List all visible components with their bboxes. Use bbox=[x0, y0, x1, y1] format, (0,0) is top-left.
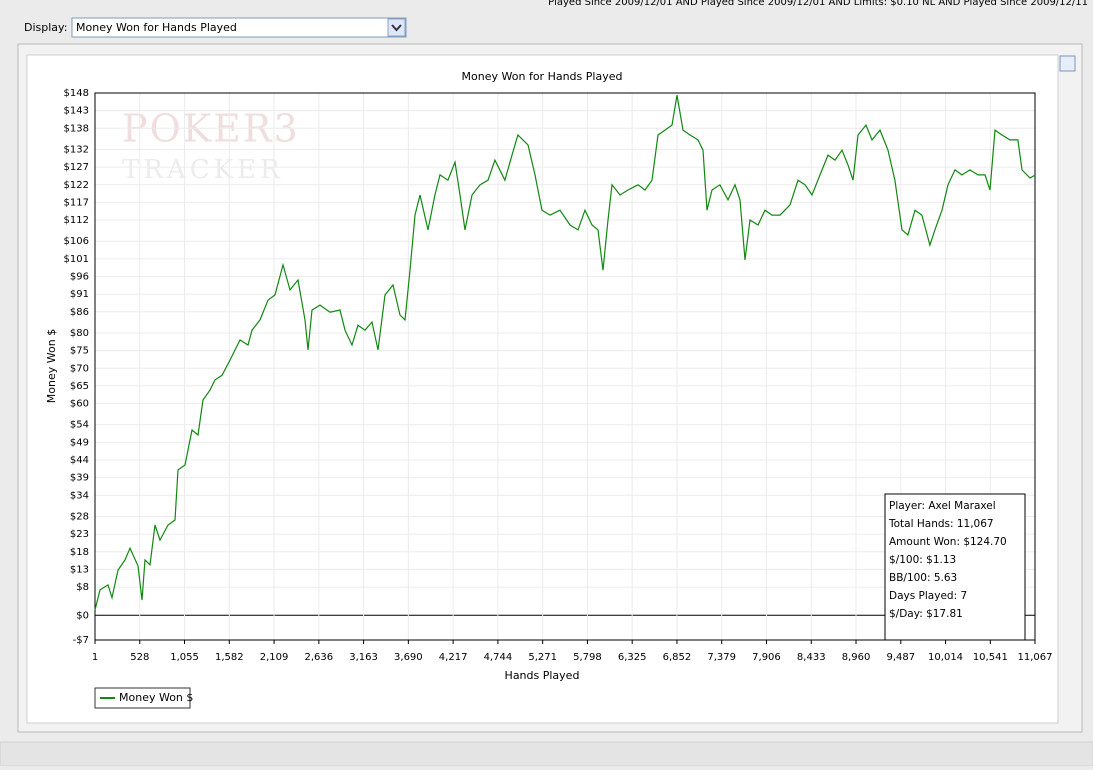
y-tick-label: $138 bbox=[64, 123, 89, 134]
y-tick-label: $49 bbox=[70, 437, 89, 448]
x-tick-label: 8,960 bbox=[842, 652, 871, 663]
x-tick-label: 528 bbox=[130, 652, 149, 663]
filter-text: Played Since 2009/12/01 AND Played Since… bbox=[548, 0, 1088, 8]
y-tick-label: $122 bbox=[64, 180, 89, 191]
y-tick-label: $28 bbox=[70, 511, 89, 522]
y-tick-label: $60 bbox=[70, 399, 89, 410]
x-tick-label: 2,636 bbox=[305, 652, 334, 663]
y-tick-label: $39 bbox=[70, 473, 89, 484]
y-tick-label: $132 bbox=[64, 144, 89, 155]
x-tick-label: 1,582 bbox=[215, 652, 244, 663]
display-selected: Money Won for Hands Played bbox=[76, 21, 237, 34]
y-tick-label: $75 bbox=[70, 346, 89, 357]
x-tick-label: 3,163 bbox=[349, 652, 378, 663]
x-tick-label: 5,798 bbox=[573, 652, 602, 663]
x-tick-label: 9,487 bbox=[886, 652, 915, 663]
y-tick-label: $0 bbox=[76, 610, 89, 621]
y-axis-label: Money Won $ bbox=[45, 329, 58, 403]
y-tick-label: $80 bbox=[70, 328, 89, 339]
legend-label: Money Won $ bbox=[119, 691, 193, 704]
x-tick-label: 10,541 bbox=[973, 652, 1008, 663]
x-tick-label: 1 bbox=[92, 652, 98, 663]
y-tick-label: $101 bbox=[64, 254, 89, 265]
y-tick-label: $91 bbox=[70, 289, 89, 300]
stats-line: $/100: $1.13 bbox=[889, 554, 956, 566]
y-tick-label: $13 bbox=[70, 564, 89, 575]
y-tick-label: $148 bbox=[64, 88, 89, 99]
y-tick-label: $23 bbox=[70, 529, 89, 540]
y-tick-label: $44 bbox=[70, 455, 89, 466]
stats-line: Player: Axel Maraxel bbox=[889, 500, 996, 512]
series-line bbox=[94, 94, 1036, 611]
x-tick-label: 6,852 bbox=[663, 652, 692, 663]
plot-border bbox=[94, 92, 1036, 641]
y-tick-label: $65 bbox=[70, 381, 89, 392]
x-tick-label: 2,109 bbox=[260, 652, 289, 663]
stats-line: Amount Won: $124.70 bbox=[889, 536, 1007, 548]
x-tick-label: 6,325 bbox=[618, 652, 647, 663]
stats-line: $/Day: $17.81 bbox=[889, 608, 963, 620]
display-label: Display: bbox=[24, 21, 67, 34]
y-tick-label: $127 bbox=[64, 162, 89, 173]
x-tick-label: 7,906 bbox=[752, 652, 781, 663]
y-tick-label: -$7 bbox=[73, 635, 89, 646]
y-tick-label: $34 bbox=[70, 490, 89, 501]
chart-title: Money Won for Hands Played bbox=[462, 70, 623, 83]
x-tick-label: 11,067 bbox=[1018, 652, 1053, 663]
legend-box bbox=[94, 687, 191, 709]
y-tick-label: $112 bbox=[64, 215, 89, 226]
y-tick-label: $117 bbox=[64, 197, 89, 208]
maximize-button[interactable] bbox=[1059, 55, 1076, 72]
y-tick-label: $96 bbox=[70, 272, 89, 283]
x-tick-label: 5,271 bbox=[528, 652, 557, 663]
x-tick-label: 10,014 bbox=[928, 652, 963, 663]
stats-box bbox=[884, 493, 1026, 641]
x-tick-label: 3,690 bbox=[394, 652, 423, 663]
y-tick-label: $54 bbox=[70, 420, 89, 431]
y-tick-label: $86 bbox=[70, 307, 89, 318]
y-tick-label: $143 bbox=[64, 106, 89, 117]
status-bar bbox=[0, 741, 1093, 767]
dropdown-button[interactable] bbox=[387, 18, 406, 37]
y-tick-label: $8 bbox=[76, 582, 89, 593]
y-tick-label: $70 bbox=[70, 363, 89, 374]
x-tick-label: 7,379 bbox=[707, 652, 736, 663]
x-axis-label: Hands Played bbox=[505, 669, 580, 682]
x-tick-label: 4,217 bbox=[439, 652, 468, 663]
watermark-text: TRACKER bbox=[122, 155, 284, 185]
y-tick-label: $18 bbox=[70, 547, 89, 558]
x-tick-label: 1,055 bbox=[170, 652, 199, 663]
stats-line: Days Played: 7 bbox=[889, 590, 967, 602]
stats-line: BB/100: 5.63 bbox=[889, 572, 957, 584]
x-tick-label: 4,744 bbox=[484, 652, 513, 663]
dropdown-arrow bbox=[391, 24, 402, 32]
display-dropdown[interactable] bbox=[71, 17, 407, 38]
x-tick-label: 8,433 bbox=[797, 652, 826, 663]
y-tick-label: $106 bbox=[64, 236, 89, 247]
stats-line: Total Hands: 11,067 bbox=[888, 518, 994, 530]
